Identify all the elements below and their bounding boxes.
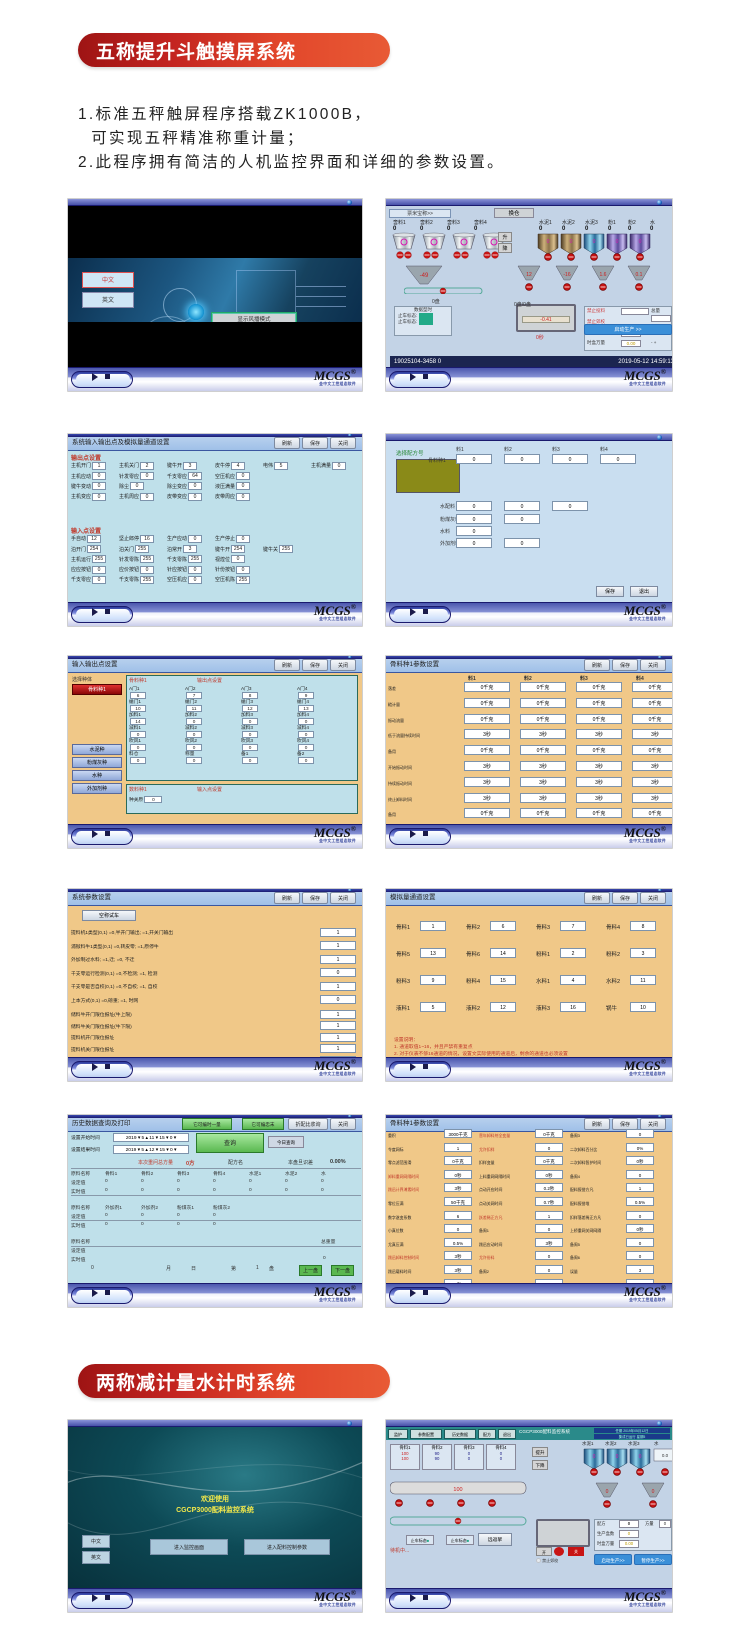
svg-text:0: 0	[639, 1454, 642, 1460]
svg-text:0: 0	[593, 239, 596, 245]
svg-text:12: 12	[526, 272, 532, 278]
svg-text:0: 0	[547, 239, 550, 245]
svg-text:0: 0	[570, 239, 573, 245]
svg-text:0: 0	[616, 1454, 619, 1460]
svg-text:-16: -16	[563, 272, 570, 278]
svg-text:100: 100	[453, 1487, 462, 1493]
svg-text:-49: -49	[420, 273, 429, 279]
svg-text:1.6: 1.6	[600, 272, 607, 278]
svg-text:0: 0	[616, 239, 619, 245]
svg-text:0: 0	[652, 1489, 655, 1495]
svg-text:0: 0	[639, 239, 642, 245]
svg-text:0.0: 0.0	[662, 1453, 669, 1458]
svg-text:0: 0	[606, 1489, 609, 1495]
svg-text:0.1: 0.1	[636, 272, 643, 278]
svg-text:0: 0	[593, 1454, 596, 1460]
